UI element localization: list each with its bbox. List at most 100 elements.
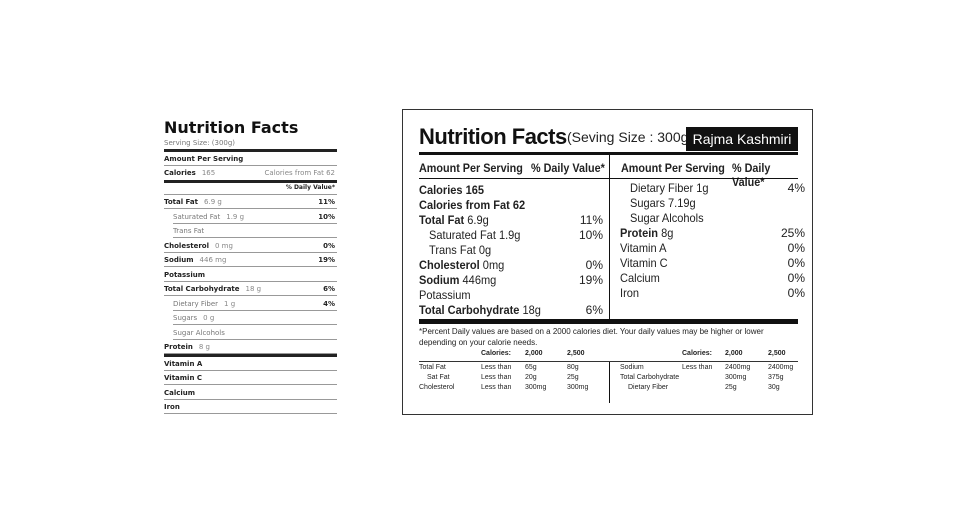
calories-from-fat: Calories from Fat 62 <box>264 169 335 177</box>
footer-cell: Cholesterol <box>419 384 455 391</box>
vitamin-label: Iron <box>164 403 180 411</box>
nutrient-dv: 19% <box>318 256 335 264</box>
vitamin-label: Vitamin C <box>164 374 203 382</box>
nutrient-row: Dietary Fiber 1 g 4% <box>173 297 337 311</box>
nutrient-amount: 446mg <box>459 273 497 287</box>
calories-value: 165 <box>201 169 216 177</box>
nutrient-row: Potassium <box>419 288 471 303</box>
vitamin-row: Iron <box>164 400 337 414</box>
nutrient-label: Cholesterol <box>164 241 209 250</box>
nutrient-row: Calcium <box>620 271 660 286</box>
nutrient-row: Potassium <box>164 268 337 282</box>
nutrient-dv: 11% <box>579 213 603 227</box>
nutrient-amount: 446 mg <box>199 256 227 264</box>
nutrient-amount: Sugar Alcohols <box>630 211 704 225</box>
nutrient-label: Total Fat <box>419 213 465 227</box>
footer-cell: 65g <box>525 364 537 371</box>
nutrient-amount: Iron <box>620 286 640 300</box>
footer-cell: 30g <box>768 384 780 391</box>
footer-cell: Sodium <box>620 364 644 371</box>
divider <box>419 152 798 155</box>
nutrient-amount: 6.9 g <box>204 198 222 206</box>
nutrition-label-product: Nutrition Facts (Seving Size : 300g) Raj… <box>402 109 813 415</box>
nutrient-row: Dietary Fiber 1g <box>630 181 709 196</box>
nutrient-dv: 10% <box>578 228 603 242</box>
nutrient-amount: Trans Fat 0g <box>429 243 492 257</box>
nutrient-amount: 0 g <box>203 314 215 322</box>
nutrient-row: Trans Fat <box>173 224 337 238</box>
nutrient-row: Trans Fat 0g <box>429 243 491 258</box>
footer-cell: 20g <box>525 374 537 381</box>
nutrient-amount: 0mg <box>479 258 505 272</box>
nutrient-label: Total Carbohydrate <box>419 303 520 317</box>
footer-header: Calories: <box>682 350 712 357</box>
footer-cell: Less than <box>481 364 512 371</box>
nutrient-amount: 8g <box>658 226 674 240</box>
nutrient-row: Total Carbohydrate 18g <box>419 303 541 318</box>
nutrient-amount: Saturated Fat 1.9g <box>429 228 521 242</box>
nutrient-amount: 1 g <box>224 299 236 308</box>
label-title: Nutrition Facts <box>164 118 299 137</box>
nutrient-row: Cholesterol 0mg <box>419 258 504 273</box>
nutrient-row: Vitamin C <box>620 256 668 271</box>
nutrient-amount: 1.9 g <box>226 212 245 221</box>
vitamin-label: Calcium <box>164 388 196 397</box>
nutrient-row: Cholesterol 0 mg 0% <box>164 239 337 253</box>
nutrient-amount: Calcium <box>620 271 660 285</box>
nutrient-row: Calories from Fat 62 <box>419 198 525 213</box>
nutrient-amount: 8 g <box>198 343 210 351</box>
nutrient-row: Total Fat 6.9g <box>419 213 489 228</box>
footer-cell: Total Carbohydrate <box>620 374 680 381</box>
footer-cell: 80g <box>567 364 579 371</box>
nutrient-amount: Vitamin C <box>620 256 668 270</box>
nutrient-amount: Potassium <box>419 288 471 302</box>
daily-value-header: % Daily Value* <box>285 184 335 191</box>
divider <box>164 149 337 152</box>
nutrient-amount: Sugars 7.19g <box>630 196 696 210</box>
footer-header: 2,000 <box>525 350 543 357</box>
nutrient-label: Sugar Alcohols <box>173 328 225 337</box>
footer-cell: Dietary Fiber <box>628 384 669 391</box>
nutrient-dv: 10% <box>318 212 335 221</box>
nutrient-row: Sodium 446mg <box>419 273 496 288</box>
nutrient-label: Total Carbohydrate <box>164 285 240 293</box>
nutrient-row: Protein 8 g <box>164 340 337 354</box>
nutrient-row: Total Carbohydrate 18 g 6% <box>164 282 337 296</box>
footer-cell: Total Fat <box>419 364 446 371</box>
footer-header: 2,000 <box>725 350 743 357</box>
column-divider <box>609 154 610 321</box>
nutrient-dv: 0% <box>787 256 805 270</box>
nutrient-row: Protein 8g <box>620 226 673 241</box>
nutrient-dv: 0% <box>323 241 335 250</box>
footer-cell: 375g <box>768 374 784 381</box>
amount-per-serving-label: Amount Per Serving <box>164 155 244 163</box>
nutrient-dv: 4% <box>323 299 335 308</box>
footer-header: 2,500 <box>768 350 786 357</box>
footer-column-divider <box>609 362 610 403</box>
nutrient-amount: 18g <box>519 303 541 317</box>
footer-cell: 25g <box>567 374 579 381</box>
footer-cell: Less than <box>682 364 713 371</box>
nutrient-amount: 0 mg <box>215 241 233 250</box>
nutrient-row: Saturated Fat 1.9 g 10% <box>173 210 337 224</box>
vitamin-row: Vitamin A <box>164 357 337 371</box>
daily-value-header-row: % Daily Value* <box>164 181 337 195</box>
nutrient-dv: 0% <box>585 258 603 272</box>
nutrient-label: Protein <box>620 226 659 240</box>
nutrient-label: Trans Fat <box>173 227 205 235</box>
product-name-badge: Rajma Kashmiri <box>686 127 798 151</box>
nutrient-row: Sugar Alcohols <box>173 326 337 340</box>
nutrient-amount: Vitamin A <box>620 241 667 255</box>
nutrient-row: Calories 165 <box>419 183 484 198</box>
footer-header: 2,500 <box>567 350 585 357</box>
footer-cell: 300mg <box>525 384 547 391</box>
nutrient-row: Iron <box>620 286 639 301</box>
nutrient-dv: 0% <box>787 241 805 255</box>
divider <box>419 178 798 179</box>
divider <box>419 319 798 324</box>
vitamin-label: Vitamin A <box>164 359 203 368</box>
col-header-dv: % Daily Value* <box>531 161 605 175</box>
vitamin-row: Vitamin C <box>164 371 337 385</box>
calories-label: Calories <box>164 169 196 177</box>
footer-cell: Less than <box>481 374 512 381</box>
